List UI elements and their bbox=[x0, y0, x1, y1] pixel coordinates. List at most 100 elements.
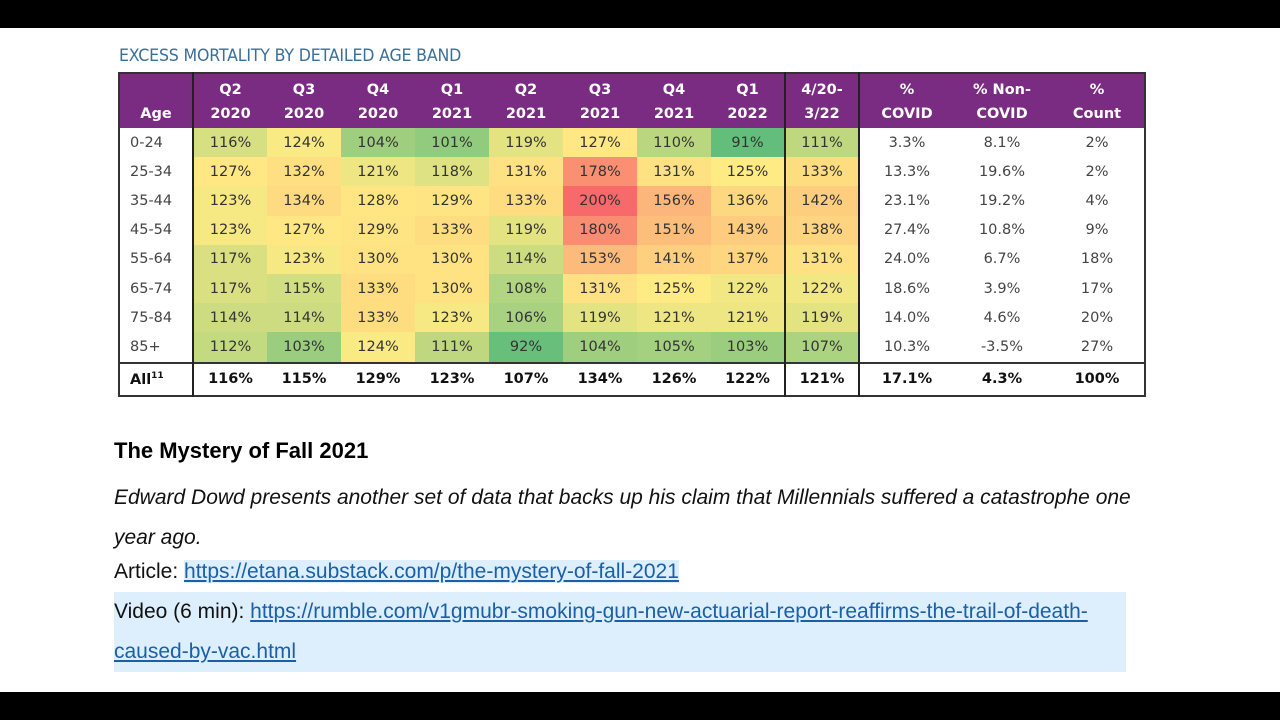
heatmap-cell: 133% bbox=[784, 157, 859, 187]
header-text: Age bbox=[140, 106, 172, 122]
count-cell: 17% bbox=[1080, 280, 1114, 297]
heatmap-cell: 153% bbox=[563, 244, 637, 274]
age-label: 75-84 bbox=[130, 309, 173, 326]
heatmap-cell: 119% bbox=[489, 128, 563, 158]
count-cell: 9% bbox=[1085, 222, 1109, 239]
heatmap-cell: 91% bbox=[711, 128, 785, 158]
count-cell: 18% bbox=[1080, 251, 1114, 268]
heatmap-cell: 115% bbox=[267, 361, 341, 396]
covid-cell: 23.1% bbox=[858, 186, 954, 216]
header-text: Q3 bbox=[292, 82, 316, 98]
heatmap-cell: 123% bbox=[415, 361, 489, 396]
heatmap-cell: 110% bbox=[637, 128, 711, 158]
table-row: 35-44 123% 134% 128% 129% 133% 200% 156% 136% 142… bbox=[119, 186, 1145, 216]
letterbox-top bbox=[0, 0, 1280, 28]
heatmap-cell: 104% bbox=[563, 332, 637, 363]
header-text: Count bbox=[1072, 106, 1122, 122]
age-label: 35-44 bbox=[130, 192, 173, 209]
header-text: 3/22 bbox=[804, 106, 840, 122]
heatmap-cell: 123% bbox=[192, 215, 267, 245]
heatmap-cell: 131% bbox=[563, 273, 637, 304]
age-cell: 65-74 bbox=[119, 274, 193, 303]
header-text: Q4 bbox=[366, 82, 390, 98]
age-label: 85+ bbox=[130, 338, 161, 355]
heatmap-cell: 119% bbox=[563, 303, 637, 333]
header-text: 2020 bbox=[357, 106, 399, 122]
heatmap-cell: 123% bbox=[415, 303, 489, 333]
heatmap-cell: 127% bbox=[192, 157, 267, 187]
non-covid-cell: 4.6% bbox=[983, 309, 1021, 326]
header-text: % Non- bbox=[972, 82, 1031, 98]
covid-cell: 27.4% bbox=[858, 215, 954, 245]
heatmap-cell: 127% bbox=[267, 215, 341, 245]
heatmap-cell: 131% bbox=[784, 244, 859, 274]
header-text: Q1 bbox=[440, 82, 464, 98]
post-description: Edward Dowd presents another set of data… bbox=[114, 486, 1131, 549]
age-cell: 75-84 bbox=[119, 303, 193, 332]
article-link[interactable]: https://etana.substack.com/p/the-mystery… bbox=[184, 560, 679, 583]
age-cell: 25-34 bbox=[119, 157, 193, 186]
covid-cell: 17.1% bbox=[858, 361, 954, 396]
heatmap-cell: 122% bbox=[784, 273, 859, 304]
count-cell: 2% bbox=[1085, 163, 1109, 180]
header-text: % bbox=[1089, 82, 1105, 98]
total-row: All11 116% 115% 129% 123% 107% 134% 126% 122% 121… bbox=[119, 361, 1145, 396]
age-label: All bbox=[130, 371, 152, 388]
heatmap-cell: 124% bbox=[267, 128, 341, 158]
age-cell: 85+ bbox=[119, 332, 193, 362]
header-text: 2021 bbox=[505, 106, 547, 122]
heatmap-cell: 112% bbox=[192, 332, 267, 363]
non-covid-cell: 19.2% bbox=[978, 192, 1026, 209]
heatmap-cell: 136% bbox=[711, 186, 785, 216]
video-line: Video (6 min): https://rumble.com/v1gmub… bbox=[114, 592, 1126, 672]
table-row: 75-84 114% 114% 133% 123% 106% 119% 121% 121% 119… bbox=[119, 303, 1145, 333]
heatmap-cell: 180% bbox=[563, 215, 637, 245]
heatmap-cell: 117% bbox=[192, 273, 267, 304]
heatmap-cell: 130% bbox=[415, 273, 489, 304]
heatmap-cell: 116% bbox=[192, 128, 267, 158]
letterbox-bottom bbox=[0, 692, 1280, 720]
heatmap-cell: 123% bbox=[192, 186, 267, 216]
heatmap-cell: 101% bbox=[415, 128, 489, 158]
heatmap-cell: 125% bbox=[637, 273, 711, 304]
heatmap-cell: 116% bbox=[192, 361, 267, 396]
heatmap-cell: 131% bbox=[637, 157, 711, 187]
heatmap-cell: 133% bbox=[415, 215, 489, 245]
header-text: COVID bbox=[976, 106, 1028, 122]
age-label: 65-74 bbox=[130, 280, 173, 297]
heatmap-cell: 156% bbox=[637, 186, 711, 216]
heatmap-cell: 141% bbox=[637, 244, 711, 274]
column-header: Age bbox=[119, 73, 193, 128]
video-link[interactable]: https://rumble.com/v1gmubr-smoking-gun-n… bbox=[114, 600, 1088, 663]
header-text: Q3 bbox=[588, 82, 612, 98]
heatmap-cell: 111% bbox=[784, 128, 859, 158]
count-cell: 27% bbox=[1080, 338, 1114, 355]
heatmap-cell: 142% bbox=[784, 186, 859, 216]
heatmap-cell: 122% bbox=[711, 273, 785, 304]
excess-mortality-table: Age Q2 2020 Q3 2020 Q4 2020 Q1 2021 Q2 2021 Q3 2021 Q… bbox=[118, 72, 1146, 397]
header-text: COVID bbox=[881, 106, 933, 122]
column-header: Q2 2021 bbox=[489, 73, 563, 128]
column-header: Q4 2021 bbox=[637, 73, 711, 128]
article-label: Article: bbox=[114, 560, 185, 583]
column-header: Q2 2020 bbox=[192, 73, 267, 128]
table-title: EXCESS MORTALITY BY DETAILED AGE BAND bbox=[119, 46, 462, 66]
covid-cell: 10.3% bbox=[858, 332, 954, 363]
heatmap-cell: 126% bbox=[637, 361, 711, 396]
heatmap-cell: 132% bbox=[267, 157, 341, 187]
heatmap-cell: 121% bbox=[341, 157, 415, 187]
count-cell: 100% bbox=[1050, 361, 1145, 396]
heatmap-cell: 128% bbox=[341, 186, 415, 216]
heatmap-cell: 114% bbox=[489, 244, 563, 274]
heatmap-cell: 124% bbox=[341, 332, 415, 363]
age-label: 45-54 bbox=[130, 222, 173, 239]
covid-cell: 18.6% bbox=[858, 273, 954, 304]
heatmap-cell: 121% bbox=[637, 303, 711, 333]
age-cell: 55-64 bbox=[119, 245, 193, 274]
heatmap-cell: 133% bbox=[489, 186, 563, 216]
heatmap-cell: 178% bbox=[563, 157, 637, 187]
non-covid-cell: 3.9% bbox=[983, 280, 1021, 297]
heatmap-cell: 92% bbox=[489, 332, 563, 363]
heatmap-cell: 134% bbox=[563, 361, 637, 396]
column-header: Q3 2021 bbox=[563, 73, 637, 128]
